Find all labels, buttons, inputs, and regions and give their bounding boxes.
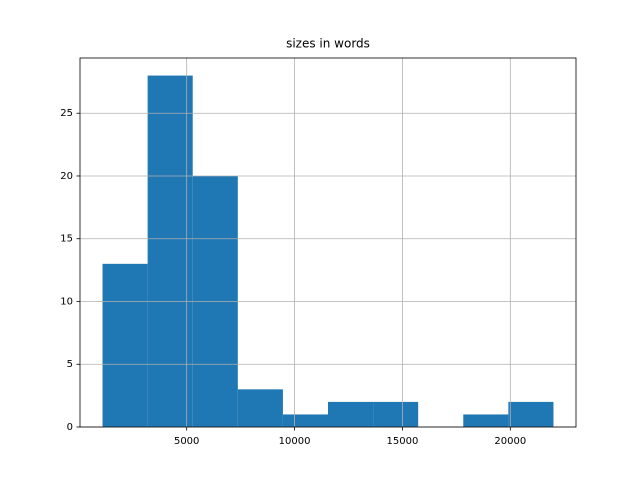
chart-title: sizes in words (286, 37, 370, 51)
bar (508, 401, 554, 427)
bar (373, 401, 419, 427)
x-tick-label: 15000 (387, 436, 419, 447)
bar (282, 414, 328, 427)
bar (147, 75, 193, 428)
bar (463, 414, 509, 427)
y-tick-label: 20 (60, 171, 73, 182)
axes-frame (79, 57, 577, 428)
x-tick-label: 5000 (174, 436, 199, 447)
bar (328, 401, 374, 427)
bar (237, 389, 283, 427)
y-tick-label: 10 (60, 296, 73, 307)
y-tick-label: 15 (60, 234, 73, 245)
x-tick-label: 10000 (279, 436, 311, 447)
y-tick-label: 25 (60, 108, 73, 119)
y-tick-label: 5 (67, 359, 73, 370)
bar (102, 263, 148, 427)
x-tick-label: 20000 (494, 436, 526, 447)
y-tick-label: 0 (67, 422, 73, 433)
